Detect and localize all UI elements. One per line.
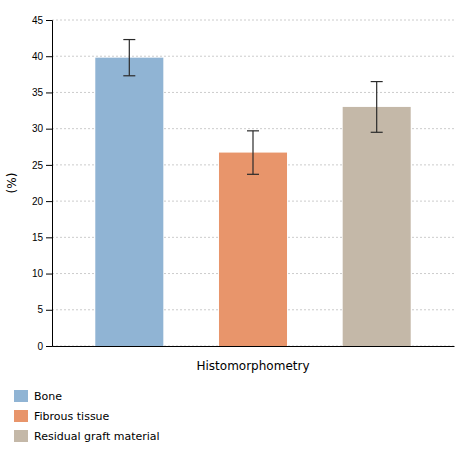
x-axis-title: Histomorphometry bbox=[197, 359, 310, 373]
y-tick-label: 10 bbox=[32, 268, 44, 279]
y-tick: 0 bbox=[37, 341, 52, 352]
legend-swatch bbox=[14, 430, 28, 442]
y-tick-mark bbox=[46, 346, 52, 347]
y-tick-mark bbox=[46, 310, 52, 311]
y-axis: 0 5 10 15 20 25 30 35 40 45 bbox=[32, 15, 53, 352]
y-tick: 20 bbox=[32, 196, 52, 207]
x-axis bbox=[53, 346, 455, 347]
y-tick: 10 bbox=[32, 268, 52, 279]
error-bar-cap bbox=[371, 132, 383, 133]
error-bar-stem bbox=[129, 40, 130, 76]
error-bar bbox=[371, 82, 383, 133]
error-bar-stem bbox=[376, 82, 377, 133]
y-tick-mark bbox=[46, 20, 52, 21]
legend-item: Bone bbox=[14, 390, 62, 403]
y-tick-mark bbox=[46, 274, 52, 275]
legend-item: Residual graft material bbox=[14, 430, 160, 443]
y-tick: 35 bbox=[32, 87, 52, 98]
error-bar bbox=[247, 131, 259, 174]
legend-label: Fibrous tissue bbox=[34, 410, 110, 423]
bar bbox=[343, 107, 411, 346]
y-tick-mark bbox=[46, 129, 52, 130]
legend: Bone Fibrous tissue Residual graft materia… bbox=[14, 390, 160, 443]
y-tick: 15 bbox=[32, 232, 52, 243]
y-tick-label: 45 bbox=[32, 15, 44, 26]
legend-swatch bbox=[14, 390, 28, 402]
bar bbox=[95, 58, 163, 346]
y-tick: 40 bbox=[32, 51, 52, 62]
y-tick-mark bbox=[46, 201, 52, 202]
y-tick-label: 20 bbox=[32, 196, 44, 207]
y-tick-mark bbox=[46, 56, 52, 57]
chart-container: 0 5 10 15 20 25 30 35 40 45 Histomorphometry (%) Bon… bbox=[0, 0, 474, 466]
bar bbox=[219, 153, 287, 346]
legend-label: Residual graft material bbox=[34, 430, 160, 443]
plot-area: 0 5 10 15 20 25 30 35 40 45 Histomorphometry (%) bbox=[5, 15, 455, 373]
y-tick-label: 40 bbox=[32, 51, 44, 62]
error-bar-cap bbox=[371, 81, 383, 82]
legend-item: Fibrous tissue bbox=[14, 410, 110, 423]
error-bar-cap bbox=[247, 130, 259, 131]
error-bar bbox=[123, 40, 135, 76]
legend-label: Bone bbox=[34, 390, 62, 403]
grid bbox=[52, 20, 454, 346]
y-tick: 25 bbox=[32, 160, 52, 171]
chart: 0 5 10 15 20 25 30 35 40 45 Histomorphometry (%) Bon… bbox=[0, 0, 474, 466]
y-axis-title: (%) bbox=[5, 173, 19, 194]
marks bbox=[95, 40, 410, 346]
grid-line bbox=[52, 20, 454, 21]
y-tick-label: 25 bbox=[32, 160, 44, 171]
y-tick-mark bbox=[46, 165, 52, 166]
y-tick-label: 0 bbox=[37, 341, 43, 352]
y-tick-mark bbox=[46, 237, 52, 238]
grid-line bbox=[52, 56, 454, 57]
y-tick-label: 5 bbox=[37, 304, 43, 315]
y-tick-label: 35 bbox=[32, 87, 44, 98]
x-axis-line bbox=[53, 346, 455, 347]
y-axis-line bbox=[46, 21, 53, 347]
y-tick: 30 bbox=[32, 123, 52, 134]
error-bar-cap bbox=[123, 39, 135, 40]
error-bar-stem bbox=[252, 131, 253, 174]
y-tick-label: 15 bbox=[32, 232, 44, 243]
error-bar-cap bbox=[123, 75, 135, 76]
y-tick: 45 bbox=[32, 15, 52, 26]
y-tick-label: 30 bbox=[32, 123, 44, 134]
y-tick-mark bbox=[46, 92, 52, 93]
y-tick: 5 bbox=[37, 304, 52, 315]
error-bar-cap bbox=[247, 174, 259, 175]
legend-swatch bbox=[14, 410, 28, 422]
